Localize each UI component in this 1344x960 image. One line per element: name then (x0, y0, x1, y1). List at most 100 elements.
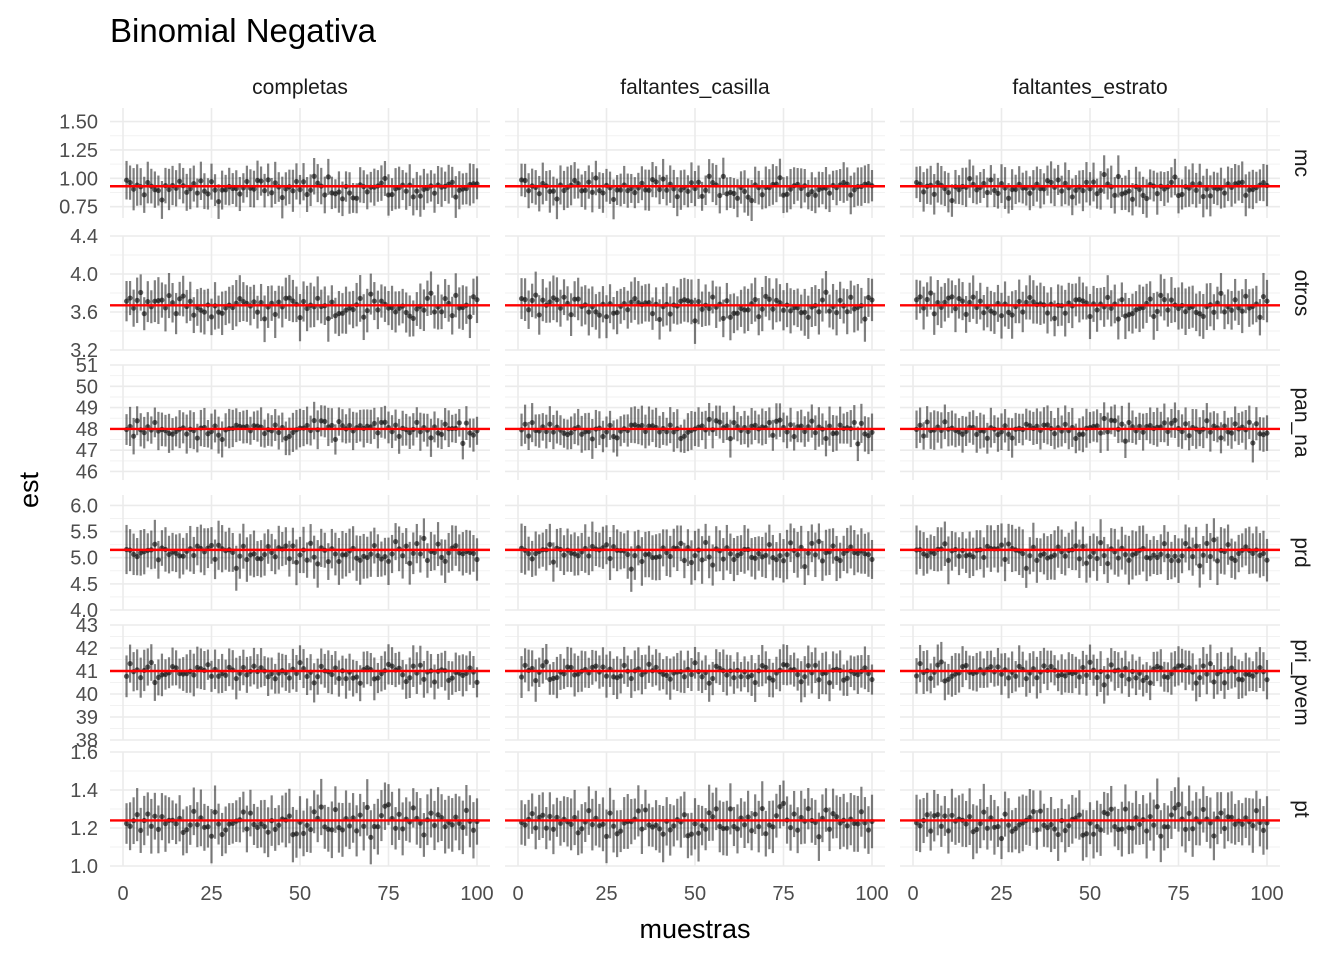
data-point (938, 659, 944, 665)
data-point (795, 671, 801, 678)
data-point (582, 187, 588, 193)
data-point (159, 297, 165, 303)
data-point (1246, 419, 1252, 425)
data-point (1136, 423, 1143, 429)
data-point (1016, 663, 1022, 669)
data-point (917, 294, 923, 300)
data-point (674, 194, 680, 200)
data-point (1062, 180, 1068, 186)
data-point (805, 806, 811, 812)
y-tick-label: 4.4 (70, 226, 98, 248)
data-point (543, 659, 549, 665)
data-point (777, 417, 783, 423)
data-point (304, 191, 310, 198)
data-point (357, 423, 363, 429)
data-point (942, 541, 948, 547)
data-point (254, 824, 261, 831)
data-point (533, 677, 539, 684)
data-point (375, 675, 381, 681)
data-point (770, 432, 776, 438)
data-point (1257, 314, 1263, 320)
data-point (550, 429, 557, 435)
data-point (276, 429, 282, 436)
data-point (435, 541, 441, 547)
data-point (798, 679, 804, 685)
data-point (456, 420, 462, 426)
facet-panel (110, 624, 490, 741)
data-point (191, 312, 197, 318)
data-point (1172, 417, 1178, 423)
data-point (1005, 822, 1012, 828)
data-point (837, 422, 843, 428)
data-point (336, 189, 342, 195)
data-point (1126, 419, 1132, 426)
data-point (1260, 179, 1267, 186)
data-point (575, 296, 581, 302)
data-point (336, 558, 342, 565)
data-point (286, 675, 292, 681)
data-point (219, 436, 225, 443)
data-point (777, 553, 783, 559)
data-point (460, 824, 466, 830)
data-point (1119, 297, 1125, 303)
data-point (1154, 191, 1160, 197)
data-point (1158, 665, 1164, 671)
data-point (269, 549, 275, 556)
data-point (1048, 663, 1054, 670)
data-point (667, 422, 673, 428)
data-point (1094, 307, 1100, 313)
data-point (403, 678, 409, 685)
data-point (439, 814, 445, 821)
data-point (784, 662, 790, 668)
data-point (1236, 305, 1242, 311)
data-point (763, 293, 769, 299)
data-point (1147, 296, 1153, 302)
data-point (410, 194, 416, 200)
data-point (1062, 310, 1068, 316)
data-point (1218, 435, 1224, 441)
data-point (536, 191, 542, 197)
data-point (974, 826, 980, 833)
data-point (664, 429, 670, 435)
data-point (1168, 671, 1175, 677)
data-point (286, 433, 292, 440)
data-point (981, 809, 987, 815)
data-point (1186, 810, 1192, 816)
data-point (713, 806, 719, 812)
facet-panel (900, 108, 1280, 218)
data-point (1144, 828, 1150, 834)
data-point (254, 309, 261, 315)
data-point (550, 826, 557, 832)
data-point (734, 310, 741, 316)
data-point (1122, 665, 1128, 672)
data-point (945, 189, 952, 196)
data-point (699, 423, 705, 429)
data-point (198, 815, 204, 821)
data-point (731, 556, 737, 563)
data-point (727, 314, 734, 320)
data-point (1020, 551, 1026, 557)
data-point (1168, 297, 1175, 303)
data-point (400, 826, 406, 832)
data-point (354, 828, 360, 834)
x-tick-label: 0 (117, 883, 128, 905)
y-axis-label: est (14, 471, 44, 508)
data-point (826, 190, 833, 196)
data-point (1119, 673, 1125, 679)
data-point (219, 310, 225, 316)
data-point (322, 418, 328, 425)
data-point (529, 665, 535, 672)
data-point (1115, 555, 1121, 561)
data-point (456, 820, 462, 826)
data-point (1009, 312, 1015, 318)
data-point (240, 664, 246, 671)
data-point (1158, 292, 1164, 298)
data-point (945, 557, 952, 563)
data-point (276, 822, 282, 828)
data-point (1264, 430, 1270, 436)
data-point (625, 307, 631, 313)
data-point (603, 314, 610, 320)
data-point (378, 298, 385, 304)
data-point (945, 828, 952, 834)
y-tick-label: 4.0 (70, 600, 98, 622)
